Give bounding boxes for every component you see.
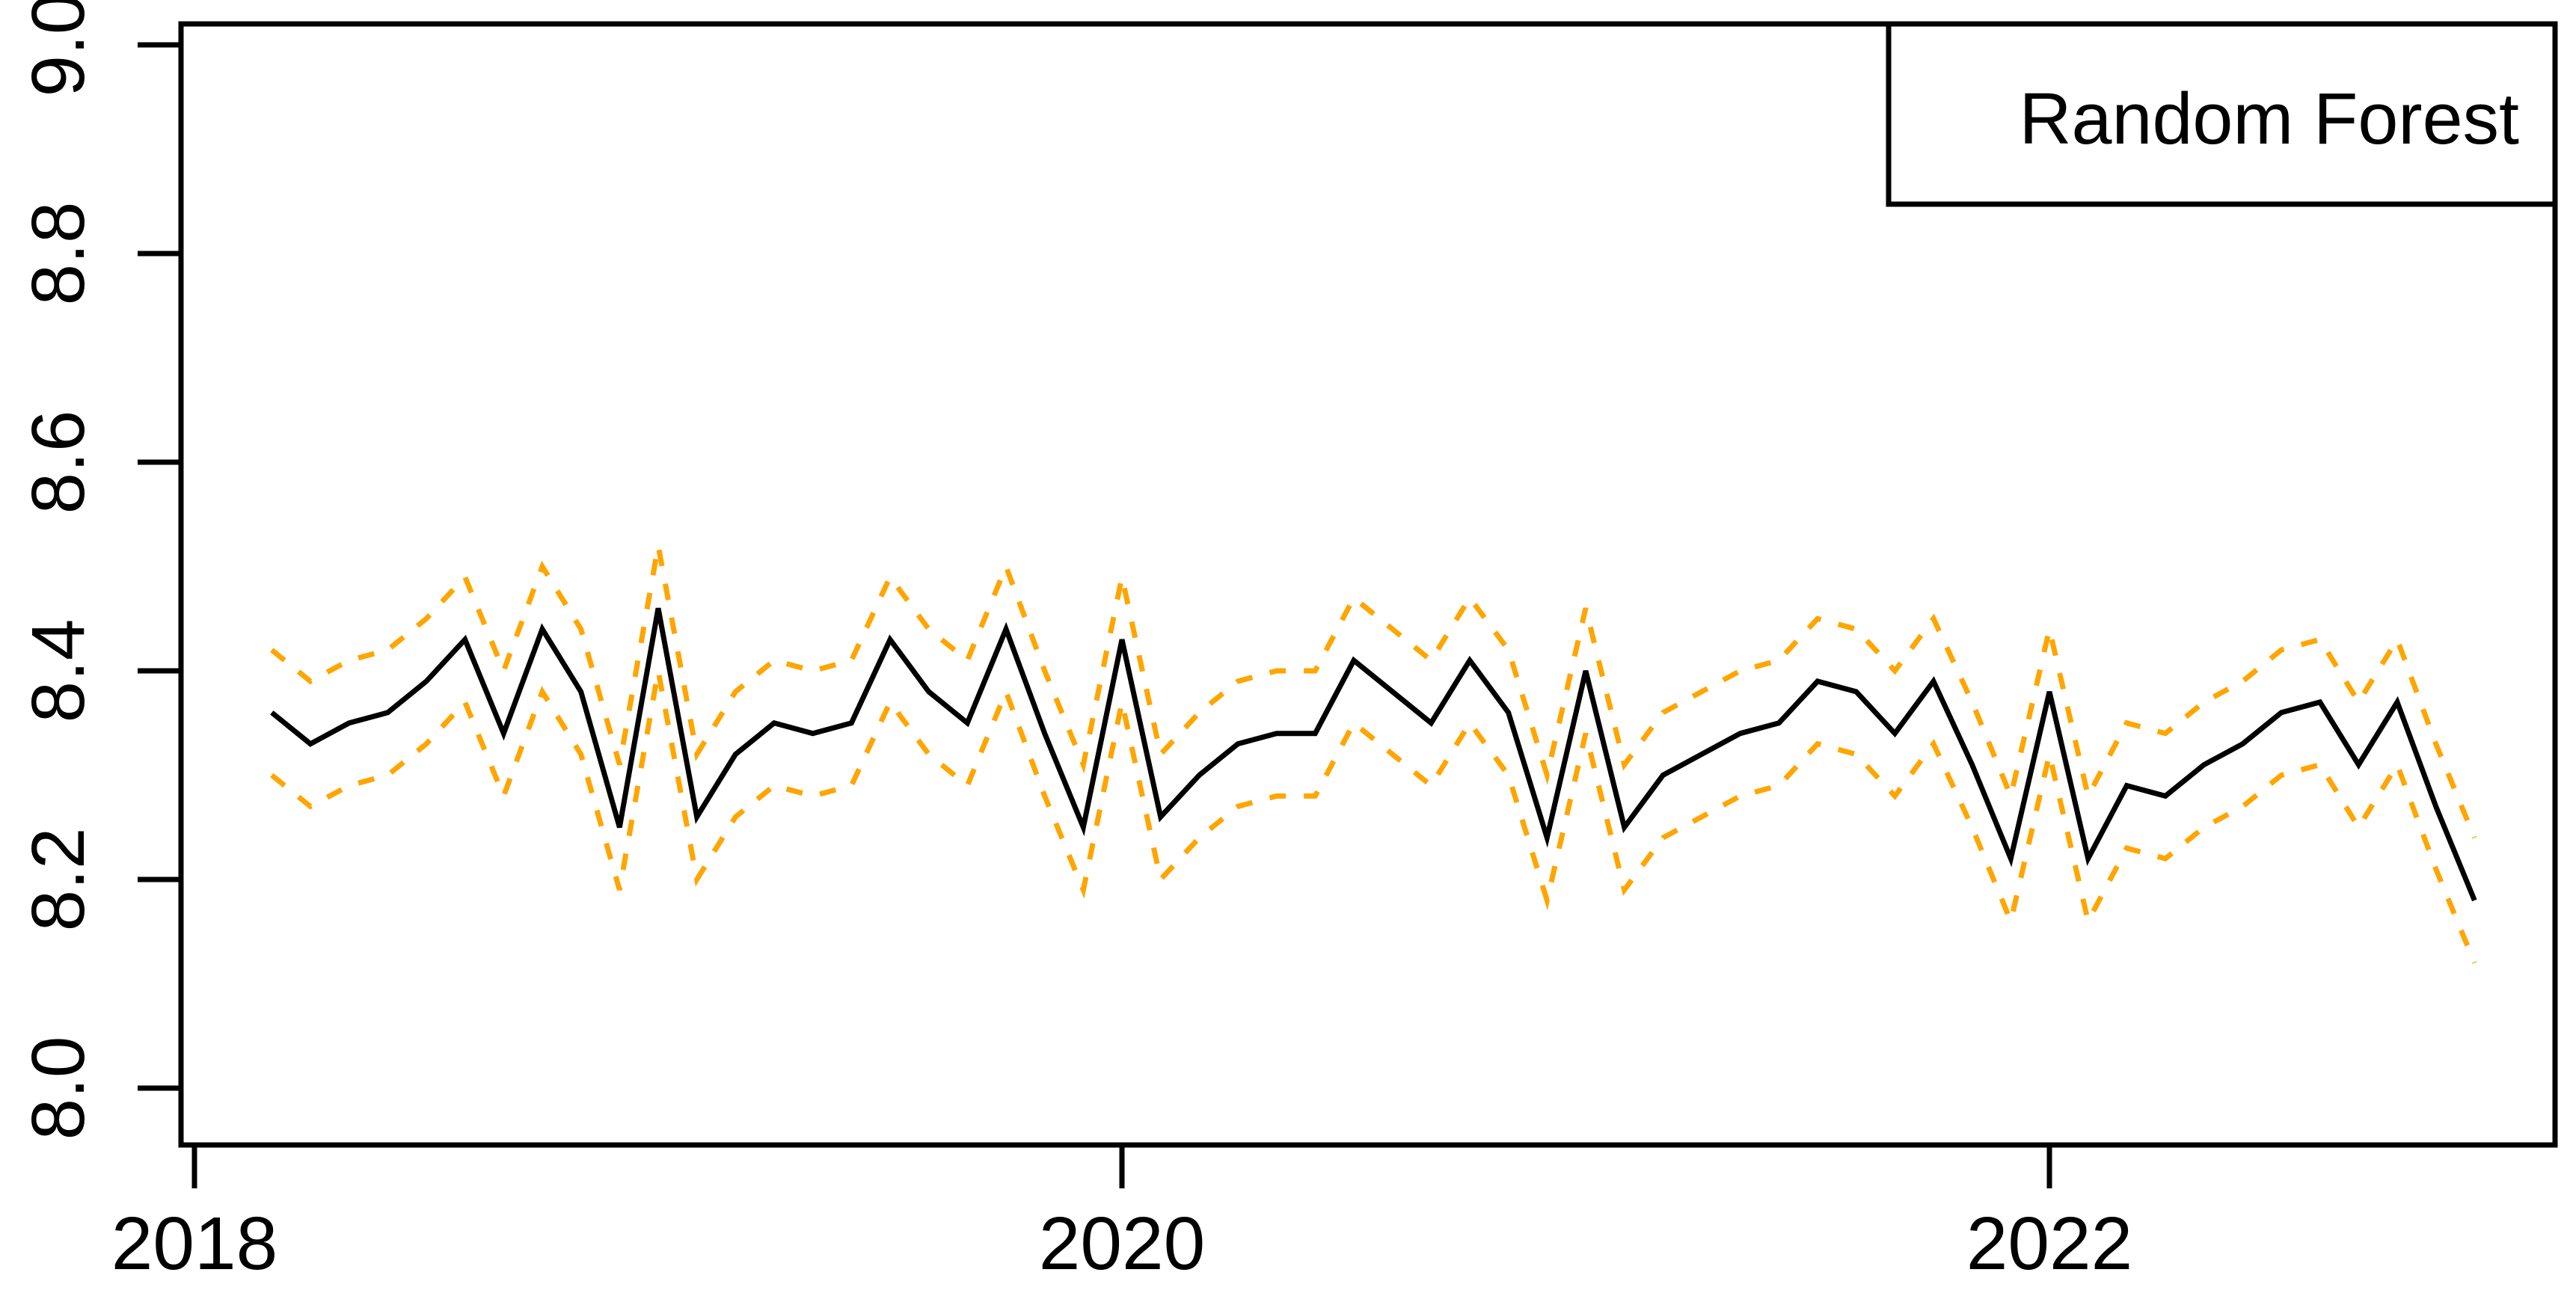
legend-label: Random Forest <box>2020 78 2520 159</box>
y-tick-label: 8.2 <box>16 827 100 931</box>
y-tick-label: 9.0 <box>16 0 100 97</box>
x-tick-label: 2022 <box>1966 1202 2132 1286</box>
y-axis: 8.0 8.2 8.4 8.6 8.8 9.0 <box>16 0 181 1140</box>
series-group <box>270 544 2477 964</box>
y-tick-label: 8.0 <box>16 1036 100 1140</box>
upper-confidence-band <box>270 544 2477 839</box>
legend-box <box>1886 21 2558 207</box>
prediction-line <box>270 607 2477 902</box>
y-tick-label: 8.6 <box>16 410 100 514</box>
lower-confidence-band <box>270 670 2477 964</box>
x-tick-label: 2018 <box>111 1202 277 1286</box>
x-tick-label: 2020 <box>1039 1202 1205 1286</box>
y-tick-label: 8.4 <box>16 618 100 722</box>
x-axis: 2018 2020 2022 <box>111 1145 2132 1286</box>
plot-border <box>178 21 2558 1148</box>
y-tick-label: 8.8 <box>16 201 100 305</box>
